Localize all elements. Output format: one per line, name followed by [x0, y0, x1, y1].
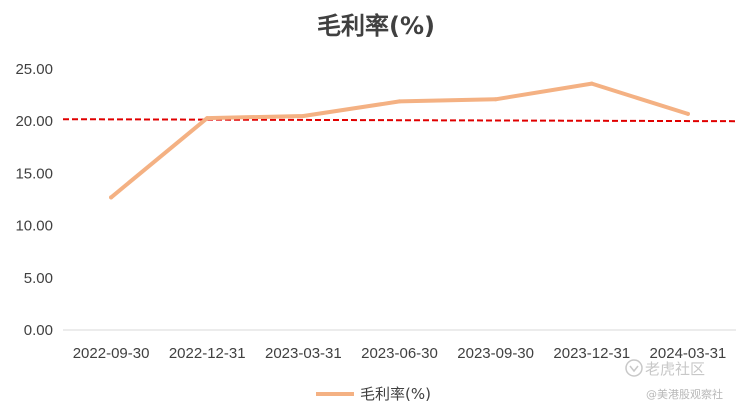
y-tick-label: 25.00 — [15, 61, 53, 78]
watermark: 老虎社区 @美港股观察社 — [625, 359, 723, 401]
data-point — [685, 111, 690, 116]
y-axis: 0.00 5.00 10.00 15.00 20.00 25.00 — [15, 61, 53, 339]
y-tick-label: 5.00 — [24, 270, 53, 287]
watermark-brand: 老虎社区 — [645, 360, 705, 378]
x-tick-label: 2022-12-31 — [169, 345, 246, 362]
tiger-logo-icon — [625, 359, 643, 377]
y-tick-label: 20.00 — [15, 113, 53, 130]
x-tick-label: 2023-03-31 — [265, 345, 342, 362]
x-tick-label: 2023-12-31 — [553, 345, 630, 362]
data-point — [493, 97, 498, 102]
data-point — [589, 81, 594, 86]
watermark-account: @美港股观察社 — [646, 387, 723, 401]
reference-line — [62, 118, 737, 123]
x-axis: 2022-09-30 2022-12-31 2023-03-31 2023-06-30… — [73, 345, 727, 362]
legend-label: 毛利率(%) — [360, 385, 431, 403]
data-point — [397, 99, 402, 104]
x-tick-label: 2022-09-30 — [73, 345, 150, 362]
chart-title: 毛利率(%) — [317, 12, 435, 40]
x-tick-label: 2023-06-30 — [361, 345, 438, 362]
x-tick-label: 2023-09-30 — [457, 345, 534, 362]
y-tick-label: 0.00 — [24, 322, 53, 339]
y-tick-label: 10.00 — [15, 218, 53, 235]
data-point — [205, 116, 210, 121]
legend: 毛利率(%) — [316, 385, 431, 403]
x-tick-label: 2024-03-31 — [650, 345, 727, 362]
data-point — [109, 195, 114, 200]
data-point — [301, 113, 306, 118]
y-tick-label: 15.00 — [15, 165, 53, 182]
